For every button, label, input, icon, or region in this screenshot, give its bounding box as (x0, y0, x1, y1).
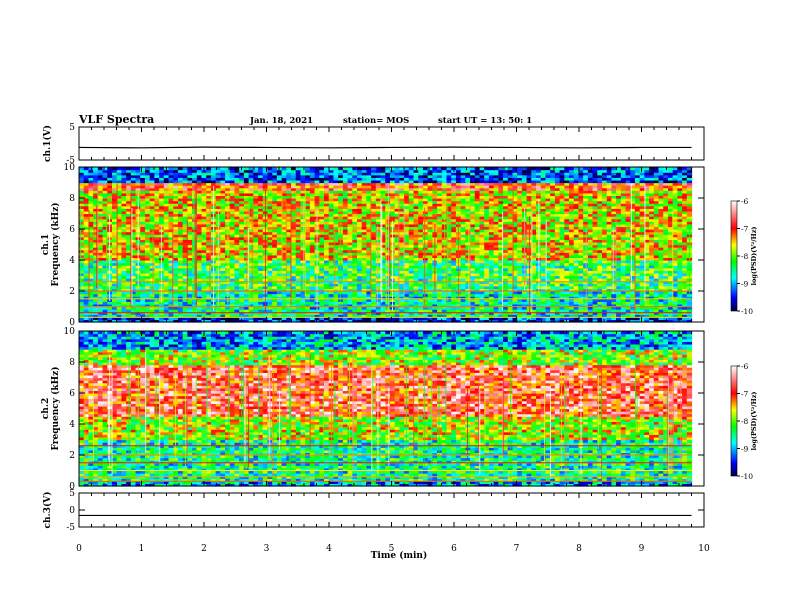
ch3-voltage-frame (78, 492, 705, 528)
ch2-spectrogram-ytick-label: 10 (64, 327, 76, 337)
x-tick-label: 1 (139, 544, 145, 554)
x-tick-label: 9 (639, 544, 645, 554)
colorbar-tick-label: -10 (741, 472, 753, 481)
ch1-spectrogram-ylabel: ch.1Frequency (kHz) (41, 202, 61, 286)
ch2-spectrogram-cells (79, 331, 693, 487)
figure-title: VLF Spectra (78, 113, 154, 126)
x-tick-label: 4 (326, 544, 332, 554)
date-label: Jan. 18, 2021 (249, 116, 313, 126)
colorbar-gradient (730, 365, 738, 477)
ch3-voltage-ytick-label: 0 (69, 506, 75, 516)
colorbar-label: log(PSD)(V²/Hz) (750, 392, 758, 451)
x-tick-label: 6 (451, 544, 457, 554)
colorbar-tick-label: -10 (741, 307, 753, 316)
ch3-voltage-panel: 5 0 -5 ch.3(V) (42, 489, 705, 533)
x-tick-label: 7 (514, 544, 520, 554)
time-axis: 0 1 2 3 4 5 6 7 8 9 10 (76, 544, 710, 554)
ch2-spectrogram-ylabel: ch.2Frequency (kHz) (41, 366, 61, 450)
ch1-spectrogram-ytick-label: 8 (69, 194, 75, 204)
ch1-spectrogram-cells (79, 167, 693, 323)
x-tick-label: 10 (698, 544, 710, 554)
colorbar-tick-label: -6 (741, 362, 749, 371)
ch2-spectrogram-ytick-label: 6 (69, 389, 75, 399)
colorbar-tick-label: -9 (741, 445, 749, 454)
ch1-voltage-trace (78, 146, 692, 149)
colorbar-tick-label: -8 (741, 417, 749, 426)
ch2-spectrogram-panel: 0 2 4 6 8 10 ch.2Frequency (kHz) (41, 327, 705, 492)
ch1-spectrogram-ytick-label: 2 (69, 287, 75, 297)
colorbar-tick-label: -6 (741, 197, 749, 206)
ch1-voltage-ytick-label: -5 (66, 156, 75, 166)
ch1-spectrogram-ytick-label: 4 (69, 256, 75, 266)
colorbar-gradient (730, 200, 738, 312)
station-label: station= MOS (343, 116, 409, 126)
ch3-voltage-ytick-label: 5 (69, 489, 75, 499)
ch1-spectrogram-ytick-label: 10 (64, 163, 76, 173)
colorbar-label: log(PSD)(V²/Hz) (750, 227, 758, 286)
x-tick-label: 2 (201, 544, 207, 554)
ch2-spectrogram-ytick-label: 0 (69, 482, 75, 492)
ch1-colorbar: -6 -7 -8 -9 -10 log(PSD)(V²/Hz) (730, 197, 758, 316)
start-time-label: start UT = 13: 50: 1 (438, 116, 532, 126)
ch1-spectrogram-panel: 0 2 4 6 8 10 ch.1Frequency (kHz) (41, 163, 705, 328)
ch1-spectrogram-ytick-label: 0 (69, 318, 75, 328)
x-tick-label: 5 (389, 544, 395, 554)
ch2-colorbar: -6 -7 -8 -9 -10 log(PSD)(V²/Hz) (730, 362, 758, 481)
ch1-spectrogram-ytick-label: 6 (69, 225, 75, 235)
ch3-voltage-ylabel: ch.3(V) (42, 492, 53, 529)
ch3-voltage-ytick-label: -5 (66, 523, 75, 533)
ch1-voltage-ytick-label: 5 (69, 123, 75, 133)
x-tick-label: 0 (76, 544, 82, 554)
ch1-voltage-ylabel: ch.1(V) (42, 125, 53, 162)
colorbar-tick-label: -7 (741, 225, 749, 234)
ch2-spectrogram-ytick-label: 4 (69, 420, 75, 430)
x-tick-label: 8 (576, 544, 582, 554)
ch1-voltage-panel: 5 -5 ch.1(V) (42, 123, 705, 166)
colorbar-tick-label: -8 (741, 252, 749, 261)
x-axis-label: Time (min) (371, 550, 428, 561)
colorbar-tick-label: -9 (741, 280, 749, 289)
ch2-spectrogram-ytick-label: 2 (69, 451, 75, 461)
colorbar-tick-label: -7 (741, 390, 749, 399)
ch2-spectrogram-ytick-label: 8 (69, 358, 75, 368)
x-tick-label: 3 (264, 544, 270, 554)
